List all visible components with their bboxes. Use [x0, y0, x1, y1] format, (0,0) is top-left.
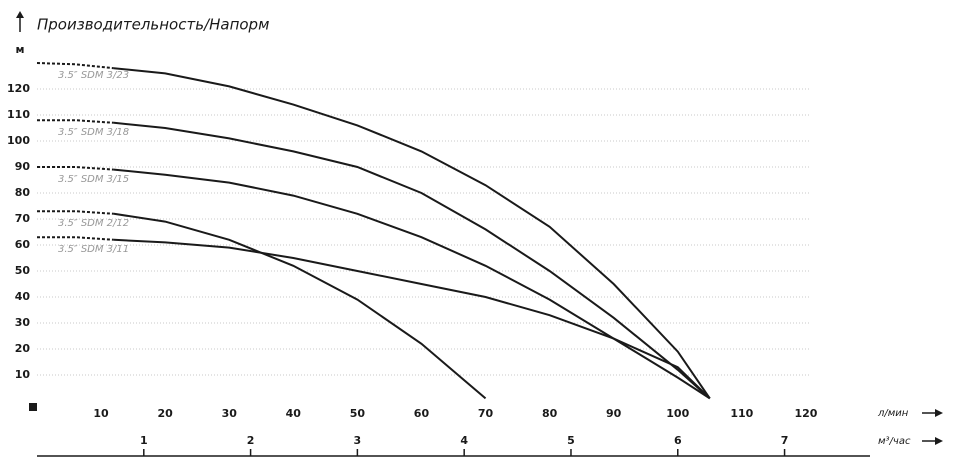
curve	[113, 121, 711, 400]
curve	[113, 168, 711, 400]
x-tick-label: 110	[730, 407, 753, 420]
x-tick-label: 10	[93, 407, 109, 420]
y-tick-label: 10	[15, 368, 31, 381]
x2-tick-label: 5	[567, 434, 575, 447]
x-tick-label: 30	[222, 407, 238, 420]
x-tick-label: 70	[478, 407, 494, 420]
x-tick-label: 120	[794, 407, 817, 420]
y-tick-label: 110	[7, 108, 30, 121]
x-tick-label: 60	[414, 407, 430, 420]
arrow-head	[935, 437, 943, 445]
y-tick-label: 80	[15, 186, 31, 199]
x2-tick-label: 1	[140, 434, 148, 447]
curve-dashed	[36, 62, 114, 70]
arrow-head	[16, 11, 24, 18]
x2-tick-label: 2	[247, 434, 255, 447]
x2-tick-label: 3	[354, 434, 362, 447]
series-label: 3.5″ SDM 3/18	[58, 127, 129, 138]
x-axis-label: л/мин	[877, 408, 909, 419]
y-tick-label: 60	[15, 238, 31, 251]
x-tick-label: 50	[350, 407, 366, 420]
x-tick-label: 80	[542, 407, 558, 420]
series-label: 3.5″ SDM 3/11	[58, 244, 129, 255]
y-tick-label: 100	[7, 134, 30, 147]
y-tick-label: 50	[15, 264, 31, 277]
arrow-head	[935, 409, 943, 417]
x2-axis-label: м³/час	[878, 436, 911, 447]
y-axis-label: м	[16, 43, 25, 56]
x2-tick-label: 4	[460, 434, 468, 447]
y-tick-label: 20	[15, 342, 31, 355]
curve	[113, 238, 711, 400]
curve-dashed	[37, 236, 114, 241]
y-tick-label: 90	[15, 160, 31, 173]
curve-dashed	[37, 166, 114, 171]
series-label: 3.5″ SDM 3/15	[58, 174, 129, 185]
series-label: 3.5″ SDM 3/23	[58, 70, 129, 81]
chart-title: Производительность/Напорм	[37, 16, 269, 34]
curve	[113, 67, 711, 399]
y-tick-label: 30	[15, 316, 31, 329]
curve-dashed	[37, 210, 114, 215]
series-label: 3.5″ SDM 2/12	[58, 218, 129, 229]
x-tick-label: 40	[286, 407, 302, 420]
curve-dashed	[37, 119, 114, 124]
x2-tick-label: 6	[674, 434, 682, 447]
curve	[113, 212, 487, 400]
origin-marker	[29, 403, 37, 411]
x-tick-label: 90	[606, 407, 622, 420]
y-tick-label: 120	[7, 82, 30, 95]
y-tick-label: 70	[15, 212, 31, 225]
x2-tick-label: 7	[781, 434, 789, 447]
x-tick-label: 20	[157, 407, 173, 420]
x-tick-label: 100	[666, 407, 689, 420]
y-tick-label: 40	[15, 290, 31, 303]
